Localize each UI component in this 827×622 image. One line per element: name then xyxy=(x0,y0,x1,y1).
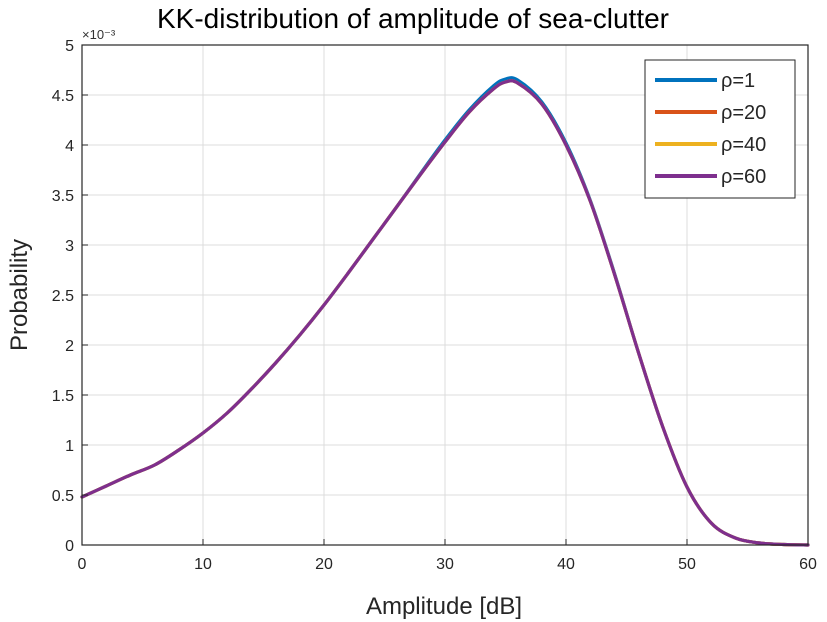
y-axis-label: Probability xyxy=(6,239,33,351)
y-axis-ticks: 0 0.5 1 1.5 2 2.5 3 3.5 4 4.5 5 xyxy=(52,38,88,555)
legend-label: ρ=1 xyxy=(721,70,755,92)
x-tick-label: 50 xyxy=(678,556,696,573)
y-tick-label: 1 xyxy=(65,438,74,455)
y-tick-label: 3.5 xyxy=(52,188,74,205)
x-tick-label: 30 xyxy=(436,556,454,573)
y-tick-label: 2 xyxy=(65,338,74,355)
y-tick-label: 2.5 xyxy=(52,288,74,305)
series-line-4 xyxy=(80,79,810,547)
legend-label: ρ=20 xyxy=(721,102,766,124)
x-axis-ticks: 0 10 20 30 40 50 60 xyxy=(78,539,817,573)
chart-title: KK-distribution of amplitude of sea-clut… xyxy=(157,3,669,34)
x-tick-label: 60 xyxy=(799,556,817,573)
legend-label: ρ=40 xyxy=(721,134,766,156)
y-tick-label: 1.5 xyxy=(52,388,74,405)
y-axis-exponent-label: ×10⁻³ xyxy=(82,27,116,42)
x-axis-label: Amplitude [dB] xyxy=(366,593,522,620)
series-layer xyxy=(80,76,810,547)
y-tick-label: 0 xyxy=(65,538,74,555)
y-tick-label: 0.5 xyxy=(52,488,74,505)
y-tick-label: 5 xyxy=(65,38,74,55)
legend-label: ρ=60 xyxy=(721,166,766,188)
y-tick-label: 3 xyxy=(65,238,74,255)
x-tick-label: 0 xyxy=(78,556,87,573)
legend: ρ=1 ρ=20 ρ=40 ρ=60 xyxy=(644,59,796,199)
y-tick-label: 4 xyxy=(65,138,74,155)
y-tick-label: 4.5 xyxy=(52,88,74,105)
x-tick-label: 40 xyxy=(557,556,575,573)
x-tick-label: 20 xyxy=(315,556,333,573)
x-tick-label: 10 xyxy=(194,556,212,573)
